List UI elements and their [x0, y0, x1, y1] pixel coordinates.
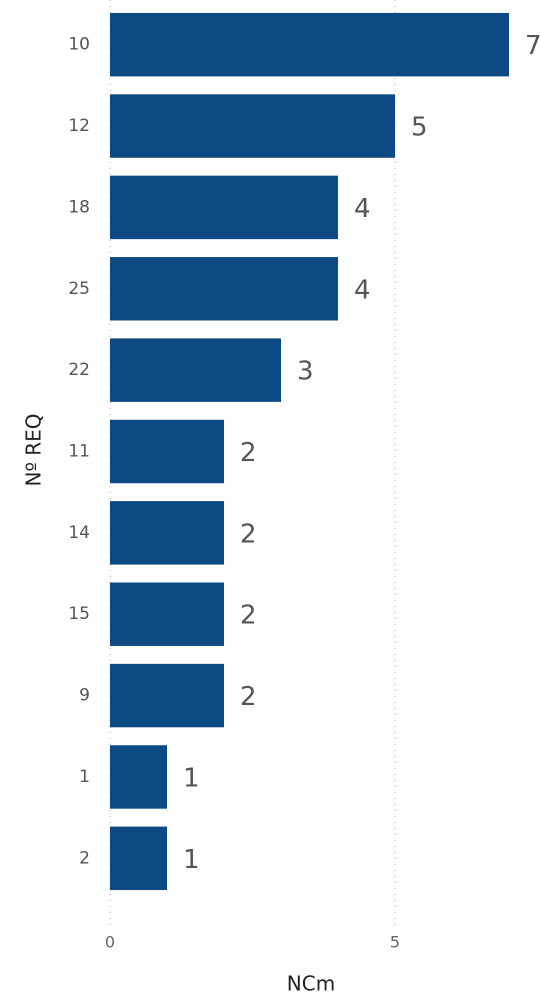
y-tick-label: 22: [68, 360, 90, 380]
bar: [110, 175, 338, 240]
y-tick-label: 2: [79, 848, 90, 868]
bar: [110, 338, 281, 402]
bar: [110, 501, 224, 565]
data-label: 2: [240, 438, 257, 468]
bar: [110, 582, 224, 646]
y-tick-label: 25: [68, 279, 90, 299]
data-label: 7: [525, 31, 540, 61]
y-tick-label: 18: [68, 197, 90, 217]
data-label: 2: [240, 519, 257, 549]
y-tick-label: 12: [68, 116, 90, 136]
bar: [110, 12, 509, 77]
data-label: 4: [354, 275, 371, 305]
bar: [110, 663, 224, 728]
data-label: 1: [183, 763, 200, 793]
bar: [110, 745, 167, 809]
data-label: 2: [240, 601, 257, 631]
y-tick-label: 14: [68, 523, 90, 543]
y-tick-label: 15: [68, 604, 90, 624]
x-tick-label: 5: [390, 933, 400, 952]
y-tick-label: 1: [79, 767, 90, 787]
data-label: 3: [297, 357, 314, 387]
y-axis-title: Nº REQ: [22, 413, 46, 486]
data-label: 2: [240, 682, 257, 712]
y-tick-label: 11: [68, 442, 90, 462]
y-tick-label: 10: [68, 35, 90, 55]
x-axis-title: NCm: [287, 972, 335, 995]
data-label: 1: [183, 845, 200, 875]
bar: [110, 419, 224, 484]
data-label: 5: [411, 113, 428, 143]
x-tick-label: 0: [105, 933, 115, 952]
bar: [110, 94, 395, 158]
y-tick-label: 9: [79, 686, 90, 706]
bar: [110, 826, 167, 891]
data-label: 4: [354, 194, 371, 224]
bar: [110, 257, 338, 321]
